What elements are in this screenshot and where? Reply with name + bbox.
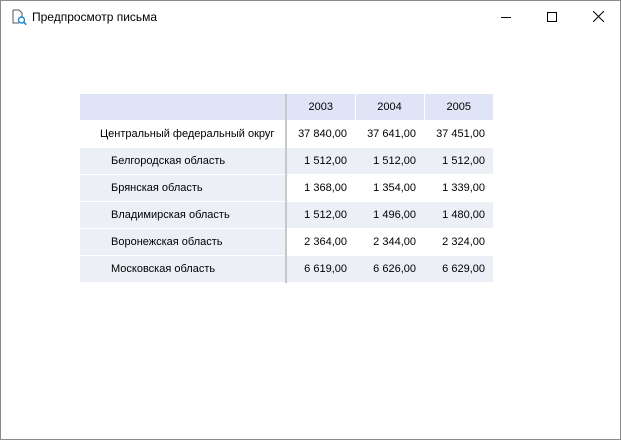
column-header: 2003 — [286, 94, 356, 121]
table-cell: 1 480,00 — [424, 201, 493, 229]
row-header: Владимирская область — [80, 201, 287, 229]
table-cell: 37 451,00 — [424, 120, 493, 148]
row-header: Московская область — [80, 255, 287, 283]
document-preview-icon — [12, 9, 27, 25]
maximize-button[interactable] — [529, 1, 575, 32]
close-button[interactable] — [575, 1, 621, 32]
table-cell: 6 629,00 — [424, 255, 493, 283]
column-header: 2005 — [424, 94, 493, 121]
table-cell: 1 354,00 — [355, 174, 424, 202]
title-bar: Предпросмотр письма — [1, 1, 620, 32]
table-cell: 2 344,00 — [355, 228, 424, 256]
table-cell: 1 496,00 — [355, 201, 424, 229]
row-header: Воронежская область — [80, 228, 287, 256]
window-title: Предпросмотр письма — [32, 10, 158, 24]
table-row: Воронежская область 2 364,00 2 344,00 2 324… — [80, 228, 493, 256]
table-cell: 37 641,00 — [355, 120, 424, 148]
table-row: Владимирская область 1 512,00 1 496,00 1 48… — [80, 201, 493, 229]
minimize-icon — [501, 16, 511, 18]
table-cell: 37 840,00 — [286, 120, 355, 148]
table-row: Центральный федеральный округ 37 840,00 37… — [80, 120, 493, 148]
table-cell: 1 368,00 — [286, 174, 355, 202]
table-cell: 1 339,00 — [424, 174, 493, 202]
maximize-icon — [547, 11, 557, 22]
table-cell: 2 324,00 — [424, 228, 493, 256]
column-header: 2004 — [355, 94, 425, 121]
table-cell: 1 512,00 — [286, 201, 355, 229]
minimize-button[interactable] — [483, 1, 529, 32]
table-cell: 1 512,00 — [424, 147, 493, 175]
row-header: Белгородская область — [80, 147, 287, 175]
table-cell: 1 512,00 — [355, 147, 424, 175]
row-header: Брянская область — [80, 174, 287, 202]
header-row: 2003 2004 2005 — [80, 94, 493, 121]
table-cell: 6 626,00 — [355, 255, 424, 283]
table-row: Белгородская область 1 512,00 1 512,00 1 51… — [80, 147, 493, 175]
table-cell: 2 364,00 — [286, 228, 355, 256]
close-icon — [592, 11, 604, 22]
table-cell: 6 619,00 — [286, 255, 355, 283]
data-table: 2003 2004 2005 Центральный федеральный о… — [80, 94, 493, 283]
table-cell: 1 512,00 — [286, 147, 355, 175]
table-row: Московская область 6 619,00 6 626,00 6 629,… — [80, 255, 493, 283]
corner-cell — [80, 94, 287, 121]
row-header: Центральный федеральный округ — [80, 120, 287, 148]
table-row: Брянская область 1 368,00 1 354,00 1 339,00 — [80, 174, 493, 202]
